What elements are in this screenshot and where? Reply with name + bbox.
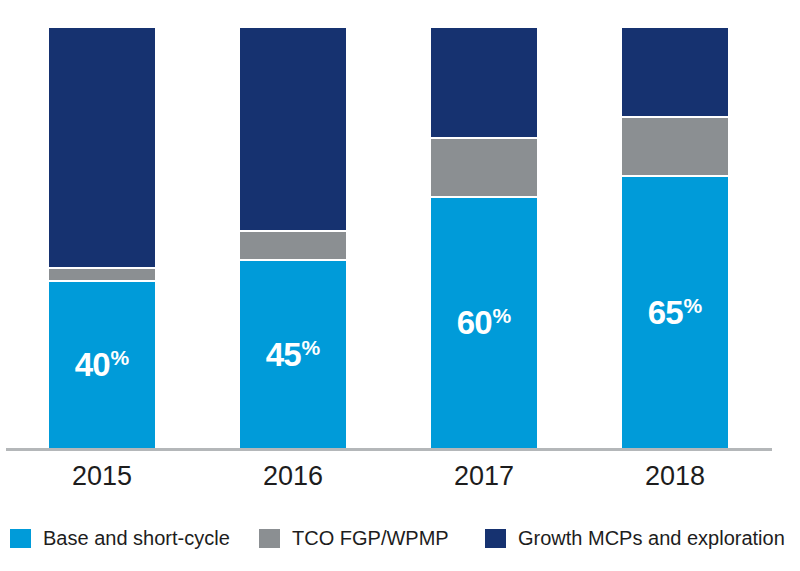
legend-label: TCO FGP/WPMP — [292, 527, 449, 549]
x-axis-line — [6, 448, 772, 451]
percent-sign: % — [111, 346, 130, 369]
bar-segment-2016-tco — [240, 230, 346, 259]
percent-sign: % — [493, 304, 512, 327]
bar-segment-2015-base: 40% — [49, 280, 155, 448]
percent-sign: % — [302, 336, 321, 359]
bar-segment-2018-growth — [622, 28, 728, 116]
bar-segment-2018-tco — [622, 116, 728, 175]
legend-item-base: Base and short-cycle — [10, 527, 230, 549]
bar-2018: 65% — [622, 28, 728, 448]
percent-sign: % — [684, 294, 703, 317]
legend-swatch-icon — [485, 529, 506, 548]
bar-segment-2017-base: 60% — [431, 196, 537, 448]
bar-segment-2015-growth — [49, 28, 155, 267]
legend-item-tco: TCO FGP/WPMP — [259, 527, 449, 549]
bar-percent-value: 65 — [648, 294, 683, 331]
legend-item-growth: Growth MCPs and exploration — [485, 527, 785, 549]
bar-segment-2018-base: 65% — [622, 175, 728, 448]
bar-segment-2017-growth — [431, 28, 537, 137]
bar-segment-2015-tco — [49, 267, 155, 280]
legend-label: Base and short-cycle — [43, 527, 230, 549]
x-axis-label-2015: 2015 — [42, 463, 162, 490]
bar-percent-value: 40 — [75, 346, 110, 383]
bar-segment-2016-base: 45% — [240, 259, 346, 448]
bar-percent-value: 60 — [457, 304, 492, 341]
x-axis-label-2018: 2018 — [615, 463, 735, 490]
bar-percent-label: 60% — [457, 306, 511, 339]
bar-percent-value: 45 — [266, 336, 301, 373]
bar-2016: 45% — [240, 28, 346, 448]
bar-percent-label: 65% — [648, 296, 702, 329]
bar-percent-label: 45% — [266, 338, 320, 371]
legend-swatch-icon — [259, 529, 280, 548]
bar-segment-2017-tco — [431, 137, 537, 196]
x-axis-label-2017: 2017 — [424, 463, 544, 490]
stacked-bar-chart: 40%45%60%65% 2015201620172018 Base and s… — [0, 0, 800, 571]
legend-label: Growth MCPs and exploration — [518, 527, 785, 549]
legend-swatch-icon — [10, 529, 31, 548]
bar-percent-label: 40% — [75, 348, 129, 381]
bar-segment-2016-growth — [240, 28, 346, 230]
x-axis-label-2016: 2016 — [233, 463, 353, 490]
bar-2015: 40% — [49, 28, 155, 448]
bar-2017: 60% — [431, 28, 537, 448]
